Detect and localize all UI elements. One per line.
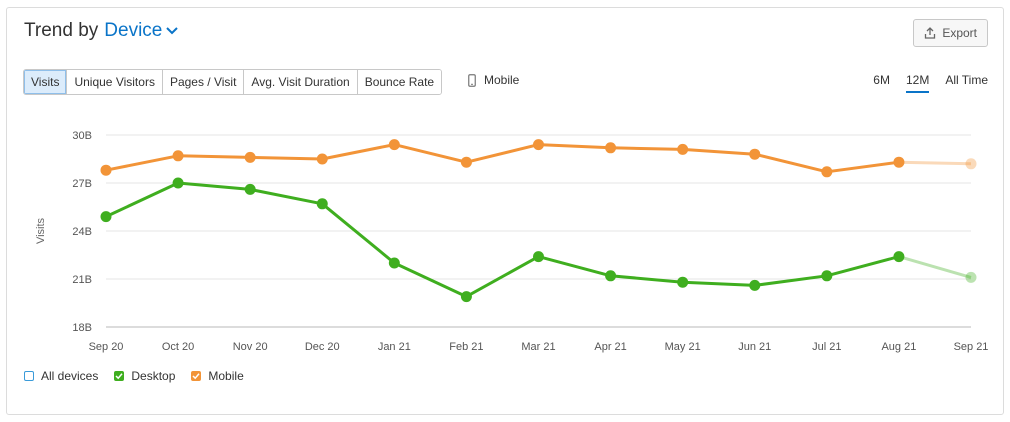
desktop-data-point [316,198,328,210]
x-tick-label: May 21 [665,341,701,353]
tab-pages-per-visit[interactable]: Pages / Visit [162,70,245,94]
mobile-phone-icon [468,73,476,87]
mobile-partial-segment [898,160,972,166]
range-6m[interactable]: 6M [873,73,890,87]
desktop-data-point [533,251,544,263]
tab-avg-visit-duration[interactable]: Avg. Visit Duration [244,70,358,94]
x-tick-label: Sep 21 [954,341,989,353]
mobile-toggle-label: Mobile [484,73,520,87]
legend-all-devices[interactable]: All devices [24,369,98,383]
mobile-data-point [821,166,833,178]
y-tick-label: 21B [72,274,92,286]
desktop-data-point [460,291,472,303]
desktop-data-point [388,257,400,269]
x-tick-label: Oct 20 [162,341,194,353]
mobile-data-point [100,164,112,176]
mobile-data-point [677,143,689,155]
mobile-series-line [105,143,900,174]
legend-label: Mobile [208,369,244,383]
export-icon [925,27,936,39]
mobile-data-point [388,139,400,151]
legend-mobile[interactable]: Mobile [191,369,244,383]
legend-label: Desktop [131,369,176,383]
desktop-data-point [100,211,112,223]
legend-desktop[interactable]: Desktop [114,369,175,383]
chart-legend: All devices Desktop Mobile [24,369,244,383]
device-dropdown-label: Device [104,20,163,41]
y-axis-label: Visits [35,217,47,244]
metric-tabs: Visits Unique Visitors Pages / Visit Avg… [23,69,443,95]
x-tick-label: Aug 21 [881,341,916,353]
y-tick-label: 30B [72,130,92,142]
x-tick-label: Apr 21 [594,341,626,353]
desktop-series-line [105,181,900,299]
mobile-data-point [893,156,905,168]
export-button[interactable]: Export [913,19,988,47]
range-tabs: 6M 12M All Time [873,73,988,93]
range-12m[interactable]: 12M [905,73,930,93]
tab-unique-visitors[interactable]: Unique Visitors [67,70,163,94]
x-tick-label: Jun 21 [738,341,771,353]
mobile-data-point [965,158,977,170]
y-tick-label: 18B [72,322,92,334]
x-tick-label: Nov 20 [233,341,268,353]
device-dropdown[interactable]: Device [104,20,179,42]
range-all-time[interactable]: All Time [945,73,988,87]
mobile-data-point [533,139,544,151]
mobile-data-point [244,151,256,163]
checkbox-checked-icon [114,371,125,381]
mobile-toggle[interactable]: Mobile [468,73,519,87]
desktop-data-point [965,271,977,283]
checkbox-unchecked-icon [24,371,34,381]
desktop-data-point [605,270,617,282]
x-tick-label: Feb 21 [449,341,483,353]
chevron-down-icon [166,27,179,35]
desktop-data-point [893,251,905,263]
mobile-data-point [749,148,761,160]
x-tick-label: Dec 20 [305,341,340,353]
checkbox-checked-icon [191,371,202,381]
x-tick-label: Jan 21 [378,341,411,353]
mobile-data-point [172,150,184,162]
desktop-data-point [821,270,833,282]
title-prefix: Trend by [24,20,99,41]
export-label: Export [942,26,977,40]
legend-label: All devices [41,369,99,383]
desktop-data-point [749,279,761,291]
mobile-data-point [605,142,617,154]
mobile-data-point [460,156,472,168]
desktop-data-point [677,276,689,288]
mobile-data-point [316,153,328,165]
card-title: Trend by Device [24,20,179,42]
desktop-partial-segment [898,255,972,279]
y-tick-label: 27B [72,178,92,190]
desktop-data-point [172,177,184,189]
y-tick-label: 24B [72,226,92,238]
x-tick-label: Jul 21 [812,341,841,353]
x-tick-label: Mar 21 [521,341,555,353]
tab-bounce-rate[interactable]: Bounce Rate [357,70,442,94]
x-tick-label: Sep 20 [89,341,124,353]
tab-visits[interactable]: Visits [24,70,68,94]
desktop-data-point [244,183,256,195]
